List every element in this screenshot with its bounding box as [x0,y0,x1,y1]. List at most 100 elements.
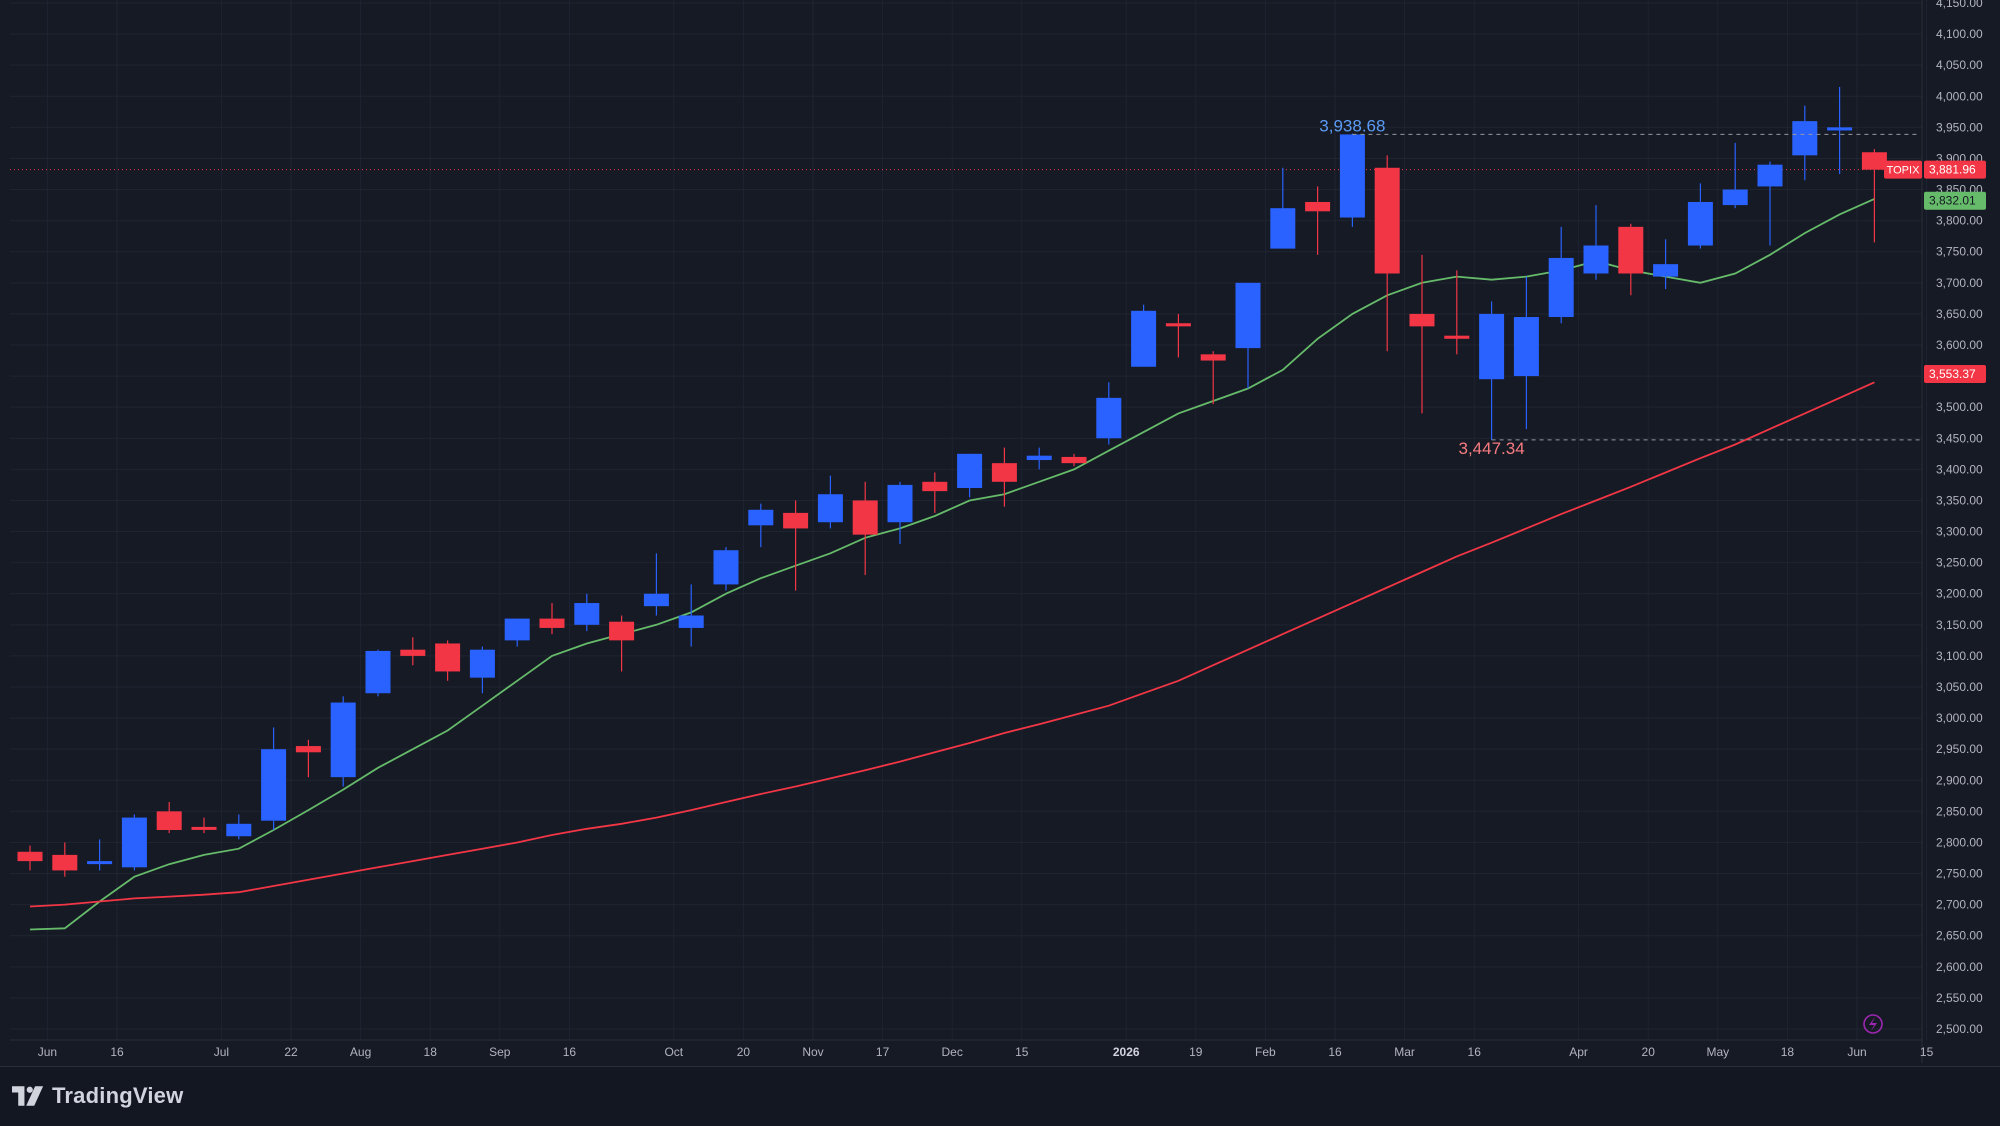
candle [435,640,461,681]
candle-body [574,603,600,625]
x-tick-label: Apr [1569,1045,1588,1059]
y-tick-label: 3,050.00 [1936,680,1983,694]
candle-body [817,494,843,523]
low-price-label: 3,447.34 [1459,439,1525,458]
candle [87,839,113,871]
candle-body [1131,310,1157,367]
y-tick-label: 4,150.00 [1936,0,1983,10]
candle-body [17,851,43,862]
y-tick-label: 3,700.00 [1936,276,1983,290]
candle-body [1792,121,1818,156]
candle [1653,239,1679,290]
y-tick-label: 3,400.00 [1936,462,1983,476]
y-tick-label: 2,500.00 [1936,1022,1983,1036]
y-tick-label: 2,950.00 [1936,742,1983,756]
candle-body [1200,354,1226,361]
candle-body [1687,201,1713,246]
price-labels: TOPIX 3,881.96 3,832.01 3,553.37 [1884,160,1986,383]
candle [1757,161,1783,246]
y-tick-label: 2,650.00 [1936,929,1983,943]
tradingview-brand[interactable]: TradingView [12,1081,183,1111]
x-tick-label: 2026 [1113,1045,1140,1059]
annotations: 3,938.68 3,447.34 [1319,116,1920,458]
candle [1444,270,1470,355]
price-tag-bg [1924,364,1986,383]
candle-body [435,643,461,672]
tradingview-logo-icon [12,1086,44,1106]
ma-slow-line [29,381,1875,908]
candle-body [1722,189,1748,206]
price-tag: 3,832.01 [1924,191,1986,210]
candle [1061,453,1087,467]
y-tick-label: 3,950.00 [1936,120,1983,134]
candles [17,86,1887,877]
lightning-icon[interactable] [1863,1014,1883,1034]
y-tick-label: 3,150.00 [1936,618,1983,632]
candle [609,615,635,672]
candle-body [678,615,704,628]
candle [574,593,600,632]
candle-body [121,817,147,868]
y-tick-label: 3,100.00 [1936,649,1983,663]
candle [1513,276,1539,429]
x-tick-label: 16 [563,1045,577,1059]
candle [1026,447,1052,470]
candle-body [852,500,878,535]
candle [1479,301,1505,440]
candle-body [400,649,426,656]
symbol-tag-bg [1884,160,1922,179]
candle [365,649,391,697]
candle-body [1513,317,1539,377]
candle-body [1827,127,1853,131]
candle-body [87,861,113,865]
candle-body [1339,134,1365,218]
candle-body [887,484,913,523]
price-tag-bg [1924,160,1986,179]
price-axis[interactable]: 2,500.00 2,550.00 2,600.00 2,650.00 2,700.00… [1921,0,1983,1063]
y-tick-label: 2,550.00 [1936,991,1983,1005]
y-tick-label: 3,750.00 [1936,245,1983,259]
x-tick-label: 16 [1328,1045,1342,1059]
brand-name: TradingView [52,1083,184,1108]
candle [887,481,913,544]
y-tick-label: 2,800.00 [1936,835,1983,849]
candle-body [1061,456,1087,464]
symbol-tag: TOPIX [1887,165,1920,177]
candle-body [1548,257,1574,318]
y-tick-label: 3,500.00 [1936,400,1983,414]
y-tick-label: 4,000.00 [1936,89,1983,103]
candle-body [1479,313,1505,380]
x-tick-label: 19 [1189,1045,1203,1059]
candle-body [330,702,356,778]
y-tick-label: 4,100.00 [1936,27,1983,41]
candle [191,817,217,834]
candle-body [295,746,321,753]
x-tick-label: Oct [664,1045,683,1059]
candle [261,727,287,831]
candle-body [991,463,1017,482]
y-tick-label: 3,300.00 [1936,525,1983,539]
candle-body [1618,226,1644,274]
candle-body [156,811,182,831]
x-tick-label: 18 [1781,1045,1795,1059]
candle-body [1757,164,1783,187]
candle [957,453,983,498]
price-tag-value: 3,553.37 [1929,367,1976,381]
candle [817,475,843,529]
y-tick-label: 3,650.00 [1936,307,1983,321]
y-tick-label: 4,050.00 [1936,58,1983,72]
price-chart[interactable]: 3,938.68 3,447.34 2,500.00 2,550.00 2,600.0… [0,0,2000,1066]
candle [1305,186,1331,255]
x-tick-label: Jul [214,1045,229,1059]
x-tick-label: Feb [1255,1045,1276,1059]
candle-body [191,826,217,830]
y-tick-label: 2,750.00 [1936,867,1983,881]
candle [1548,226,1574,324]
candle [748,503,774,548]
x-tick-label: 17 [876,1045,890,1059]
x-tick-label: Aug [350,1045,371,1059]
candle-body [52,854,78,871]
time-axis[interactable]: Jun 16 Jul 22 Aug 18 Sep 16 Oct 20 Nov 17 Dec 15 2026 1… [10,1039,1934,1059]
candle [1270,167,1296,249]
